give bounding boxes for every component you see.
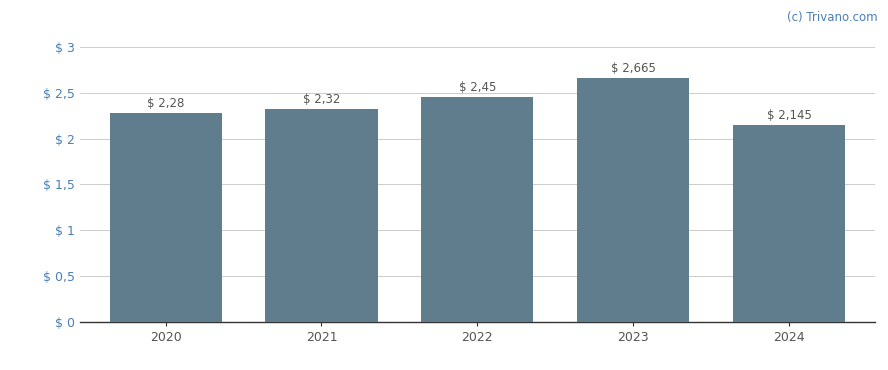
Bar bbox=[109, 113, 222, 322]
Bar bbox=[266, 110, 377, 322]
Bar bbox=[733, 125, 845, 322]
Text: $ 2,28: $ 2,28 bbox=[147, 97, 185, 110]
Text: $ 2,32: $ 2,32 bbox=[303, 93, 340, 106]
Bar bbox=[577, 78, 689, 322]
Text: $ 2,45: $ 2,45 bbox=[458, 81, 496, 94]
Bar bbox=[421, 97, 534, 322]
Text: $ 2,145: $ 2,145 bbox=[766, 109, 812, 122]
Text: (c) Trivano.com: (c) Trivano.com bbox=[787, 11, 877, 24]
Text: $ 2,665: $ 2,665 bbox=[611, 61, 655, 74]
